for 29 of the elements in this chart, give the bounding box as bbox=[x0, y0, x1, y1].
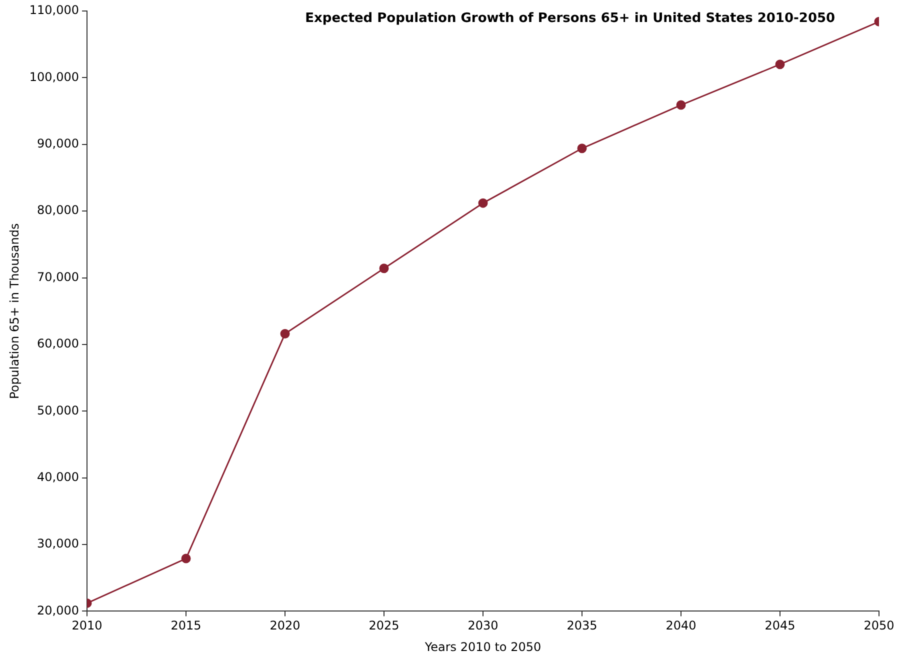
y-tick-label: 60,000 bbox=[37, 336, 80, 351]
x-tick-label: 2050 bbox=[864, 618, 894, 633]
y-tick-label: 20,000 bbox=[37, 603, 80, 618]
y-tick-label: 50,000 bbox=[37, 403, 80, 418]
x-axis-title: Years 2010 to 2050 bbox=[424, 640, 542, 654]
point bbox=[577, 144, 587, 154]
y-tick-label: 100,000 bbox=[29, 70, 80, 84]
point bbox=[478, 198, 488, 208]
y-tick-label: 40,000 bbox=[37, 470, 80, 484]
point bbox=[181, 554, 191, 564]
point bbox=[775, 60, 785, 70]
x-tick-label: 2010 bbox=[72, 618, 102, 633]
x-tick-label: 2025 bbox=[368, 618, 400, 633]
y-tick-label: 70,000 bbox=[37, 270, 80, 284]
chart-title: Expected Population Growth of Persons 65+ in United States 2010-2050 bbox=[305, 10, 836, 26]
y-axis-title: Population 65+ in Thousands bbox=[7, 223, 22, 399]
y-tick-label: 30,000 bbox=[37, 536, 80, 551]
point bbox=[676, 100, 686, 110]
point bbox=[379, 264, 389, 274]
point bbox=[280, 329, 290, 339]
y-tick-label: 90,000 bbox=[37, 136, 80, 151]
x-tick-label: 2015 bbox=[170, 618, 202, 633]
y-tick-label: 110,000 bbox=[29, 3, 80, 18]
x-tick-label: 2030 bbox=[468, 618, 498, 633]
x-tick-label: 2045 bbox=[764, 618, 796, 633]
x-tick-label: 2035 bbox=[566, 618, 598, 633]
y-tick-label: 80,000 bbox=[37, 203, 80, 218]
x-tick-label: 2020 bbox=[270, 618, 300, 633]
x-tick-label: 2040 bbox=[666, 618, 696, 633]
